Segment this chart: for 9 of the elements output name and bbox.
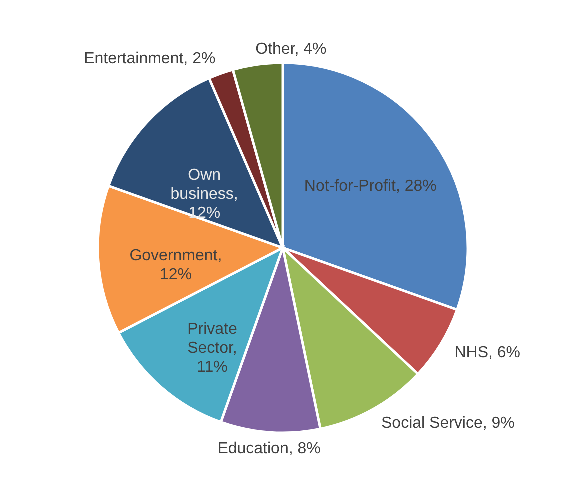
slice-label: Government, 12% <box>130 247 222 284</box>
slice-label: Private Sector, 11% <box>188 320 238 376</box>
slice-label: Entertainment, 2% <box>84 50 216 68</box>
slice-label: Not-for-Profit, 28% <box>304 178 437 196</box>
slice-label: Other, 4% <box>256 40 327 58</box>
slice-label: Education, 8% <box>218 440 321 458</box>
slice-label: Own business, 12% <box>170 166 238 222</box>
slice-label: NHS, 6% <box>454 344 521 362</box>
slice-label: Social Service, 9% <box>382 415 515 432</box>
